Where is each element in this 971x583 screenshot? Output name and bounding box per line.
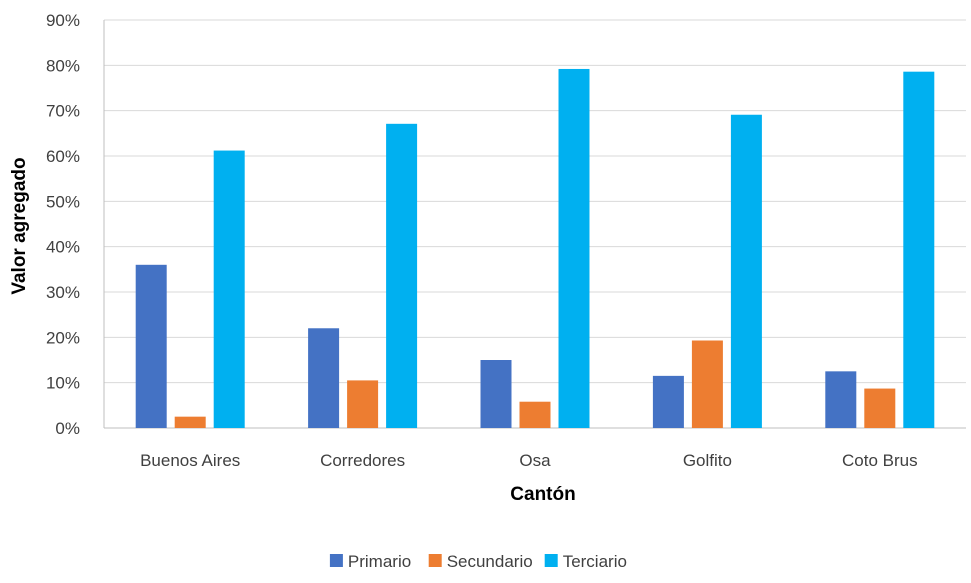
legend-label-secundario: Secundario: [447, 552, 533, 571]
x-tick-label: Buenos Aires: [140, 451, 240, 470]
bar-secundario: [864, 388, 896, 428]
bar-secundario: [519, 401, 551, 428]
bar-terciario: [730, 114, 762, 428]
y-tick-label: 60%: [46, 147, 80, 166]
y-tick-label: 50%: [46, 192, 80, 211]
y-tick-label: 40%: [46, 238, 80, 257]
x-tick-label: Osa: [519, 451, 551, 470]
bar-terciario: [213, 150, 245, 428]
y-axis-ticks: 0% 10% 20% 30% 40% 50% 60% 70% 80% 90%: [46, 11, 80, 438]
x-axis-ticks: Buenos Aires Corredores Osa Golfito Coto Bru…: [140, 451, 917, 470]
bar-primario: [652, 375, 684, 428]
bar-primario: [480, 360, 512, 428]
bar-terciario: [386, 123, 418, 429]
bar-terciario: [558, 68, 590, 429]
x-axis-title: Cantón: [510, 484, 575, 505]
y-tick-label: 90%: [46, 11, 80, 30]
x-tick-label: Golfito: [683, 451, 732, 470]
bar-primario: [308, 328, 340, 428]
bar-secundario: [347, 380, 379, 428]
bar-terciario: [903, 71, 935, 429]
gridlines: [103, 19, 966, 429]
legend-label-terciario: Terciario: [563, 552, 627, 571]
legend-swatch-primario: [329, 554, 343, 567]
bar-primario: [825, 371, 857, 428]
legend: Primario Secundario Terciario: [329, 552, 627, 571]
bar-secundario: [691, 340, 723, 428]
bar-primario: [135, 264, 167, 428]
legend-label-primario: Primario: [348, 552, 411, 571]
x-tick-label: Corredores: [320, 451, 405, 470]
y-axis-title: Valor agregado: [9, 157, 30, 294]
legend-swatch-secundario: [428, 554, 442, 567]
bars: [135, 68, 935, 429]
y-tick-label: 70%: [46, 102, 80, 121]
y-tick-label: 80%: [46, 56, 80, 75]
legend-swatch-terciario: [544, 554, 558, 567]
y-tick-label: 30%: [46, 283, 80, 302]
x-tick-label: Coto Brus: [842, 451, 918, 470]
bar-secundario: [174, 416, 206, 428]
y-tick-label: 0%: [55, 419, 80, 438]
y-tick-label: 20%: [46, 328, 80, 347]
y-tick-label: 10%: [46, 374, 80, 393]
